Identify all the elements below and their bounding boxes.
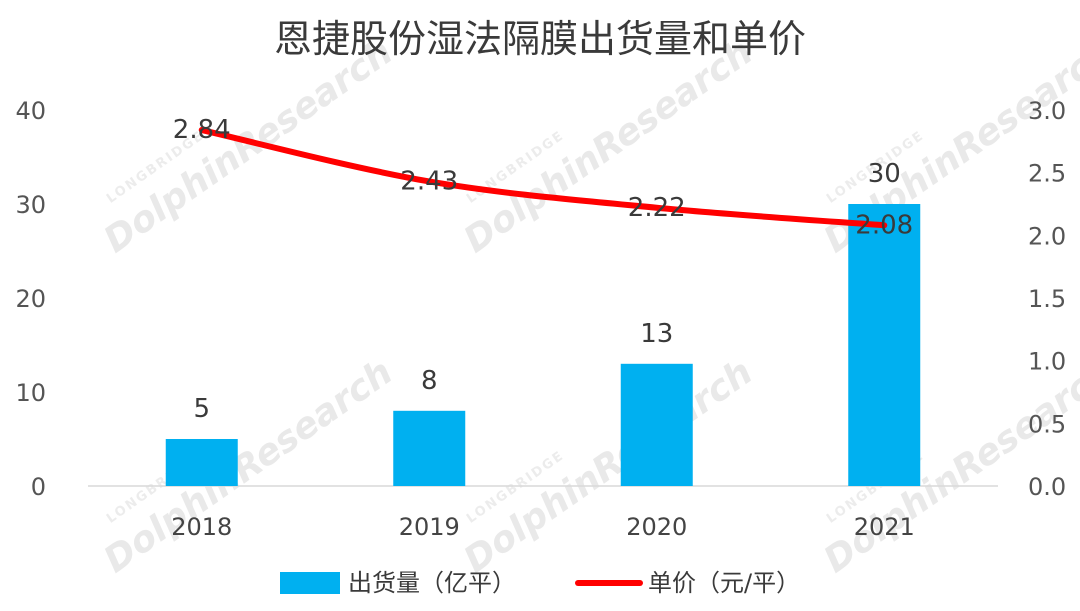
watermark-main: DolphinResearch xyxy=(97,352,400,581)
y-right-tick-label: 2.5 xyxy=(1028,160,1066,188)
bar-series xyxy=(165,204,921,486)
y-axis-left: 0 10 20 30 40 xyxy=(15,97,46,501)
y-left-tick-label: 20 xyxy=(15,285,46,313)
line-data-label: 2.08 xyxy=(855,210,913,240)
y-left-tick-label: 10 xyxy=(15,379,46,407)
bar xyxy=(393,410,466,486)
legend: 出货量（亿平） 单价（元/平） xyxy=(280,569,800,597)
bar-data-label: 8 xyxy=(421,366,438,396)
line-data-label: 2.84 xyxy=(173,115,231,145)
x-tick-label: 2019 xyxy=(399,513,460,541)
chart-title: 恩捷股份湿法隔膜出货量和单价 xyxy=(274,17,806,61)
legend-label-line: 单价（元/平） xyxy=(648,569,800,597)
bar xyxy=(848,204,921,486)
x-tick-label: 2018 xyxy=(171,513,232,541)
y-right-tick-label: 0.0 xyxy=(1028,473,1066,501)
y-right-tick-label: 2.0 xyxy=(1028,222,1066,250)
bar-data-label: 30 xyxy=(868,159,901,189)
x-axis: 2018 2019 2020 2021 xyxy=(171,513,915,541)
y-axis-right: 0.0 0.5 1.0 1.5 2.0 2.5 3.0 xyxy=(1028,97,1066,501)
bar xyxy=(620,363,693,486)
legend-swatch-bar xyxy=(280,572,340,594)
watermark-main: DolphinResearch xyxy=(457,32,760,261)
x-tick-label: 2020 xyxy=(626,513,687,541)
line-series xyxy=(198,127,888,229)
y-left-tick-label: 30 xyxy=(15,191,46,219)
legend-label-bar: 出货量（亿平） xyxy=(348,569,516,597)
bar-data-label: 13 xyxy=(640,319,673,349)
y-left-tick-label: 40 xyxy=(15,97,46,125)
price-line xyxy=(198,127,888,229)
y-right-tick-label: 3.0 xyxy=(1028,97,1066,125)
y-right-tick-label: 0.5 xyxy=(1028,410,1066,438)
watermark-main: DolphinResearch xyxy=(97,32,400,261)
line-data-label: 2.43 xyxy=(400,166,458,196)
x-tick-label: 2021 xyxy=(854,513,915,541)
bar xyxy=(165,439,238,486)
y-right-tick-label: 1.5 xyxy=(1028,285,1066,313)
line-data-label: 2.22 xyxy=(628,193,686,223)
bar-data-label: 5 xyxy=(193,394,210,424)
y-right-tick-label: 1.0 xyxy=(1028,348,1066,376)
watermark-main: DolphinResearch xyxy=(457,352,760,581)
y-left-tick-label: 0 xyxy=(31,473,46,501)
data-labels: 5 8 13 30 2.84 2.43 2.22 2.08 xyxy=(173,115,913,424)
